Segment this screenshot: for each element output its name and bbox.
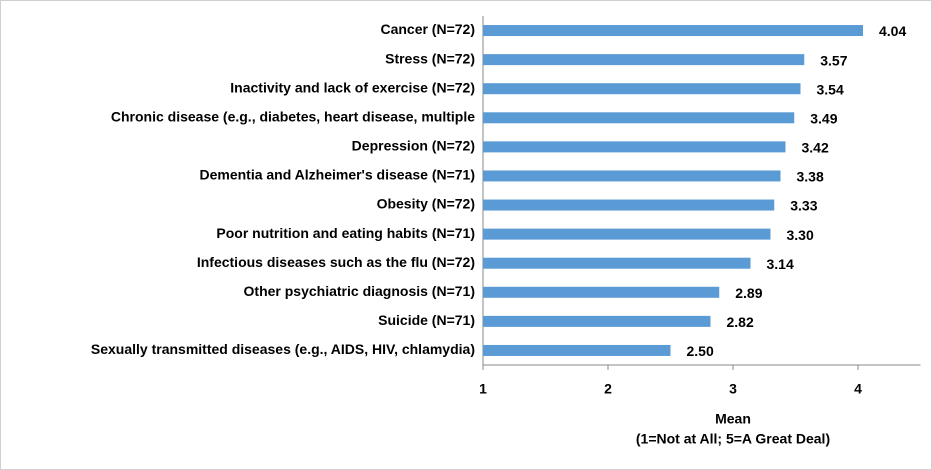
value-label: 3.49 bbox=[810, 110, 837, 126]
y-tick-label: Sexually transmitted diseases (e.g., AID… bbox=[91, 341, 475, 357]
value-label: 3.57 bbox=[820, 52, 847, 68]
x-tick-label: 3 bbox=[729, 381, 737, 397]
value-label: 4.04 bbox=[879, 23, 906, 39]
value-label: 3.14 bbox=[767, 256, 794, 272]
x-axis-label: (1=Not at All; 5=A Great Deal) bbox=[636, 431, 830, 447]
bar bbox=[483, 83, 801, 95]
x-tick-label: 4 bbox=[854, 381, 862, 397]
y-tick-label: Cancer (N=72) bbox=[380, 21, 475, 37]
value-label: 2.50 bbox=[687, 343, 714, 359]
bar bbox=[483, 286, 720, 298]
bar bbox=[483, 199, 775, 211]
value-label: 3.33 bbox=[790, 198, 817, 214]
bar bbox=[483, 315, 711, 327]
value-label: 2.82 bbox=[727, 314, 754, 330]
y-tick-label: Dementia and Alzheimer's disease (N=71) bbox=[199, 167, 475, 183]
bar bbox=[483, 344, 671, 356]
y-tick-label: Stress (N=72) bbox=[385, 50, 475, 66]
y-tick-label: Other psychiatric diagnosis (N=71) bbox=[244, 283, 475, 299]
value-label: 3.42 bbox=[802, 140, 829, 156]
x-tick-label: 1 bbox=[479, 381, 487, 397]
bar bbox=[483, 54, 805, 66]
x-axis-label: Mean bbox=[715, 411, 751, 427]
x-tick-label: 2 bbox=[604, 381, 612, 397]
bar bbox=[483, 25, 863, 37]
bar bbox=[483, 170, 781, 182]
bar bbox=[483, 112, 795, 124]
y-tick-label: Infectious diseases such as the flu (N=7… bbox=[197, 254, 475, 270]
y-tick-label: Obesity (N=72) bbox=[377, 196, 475, 212]
y-tick-label: Chronic disease (e.g., diabetes, heart d… bbox=[111, 108, 475, 124]
y-tick-label: Suicide (N=71) bbox=[378, 312, 475, 328]
y-tick-label: Poor nutrition and eating habits (N=71) bbox=[216, 225, 475, 241]
bar bbox=[483, 257, 751, 269]
value-label: 2.89 bbox=[735, 285, 762, 301]
y-tick-label: Depression (N=72) bbox=[352, 138, 475, 154]
bar bbox=[483, 141, 786, 153]
value-label: 3.54 bbox=[817, 81, 844, 97]
value-label: 3.38 bbox=[797, 169, 824, 185]
bar bbox=[483, 228, 771, 240]
value-label: 3.30 bbox=[787, 227, 814, 243]
y-tick-label: Inactivity and lack of exercise (N=72) bbox=[230, 79, 475, 95]
